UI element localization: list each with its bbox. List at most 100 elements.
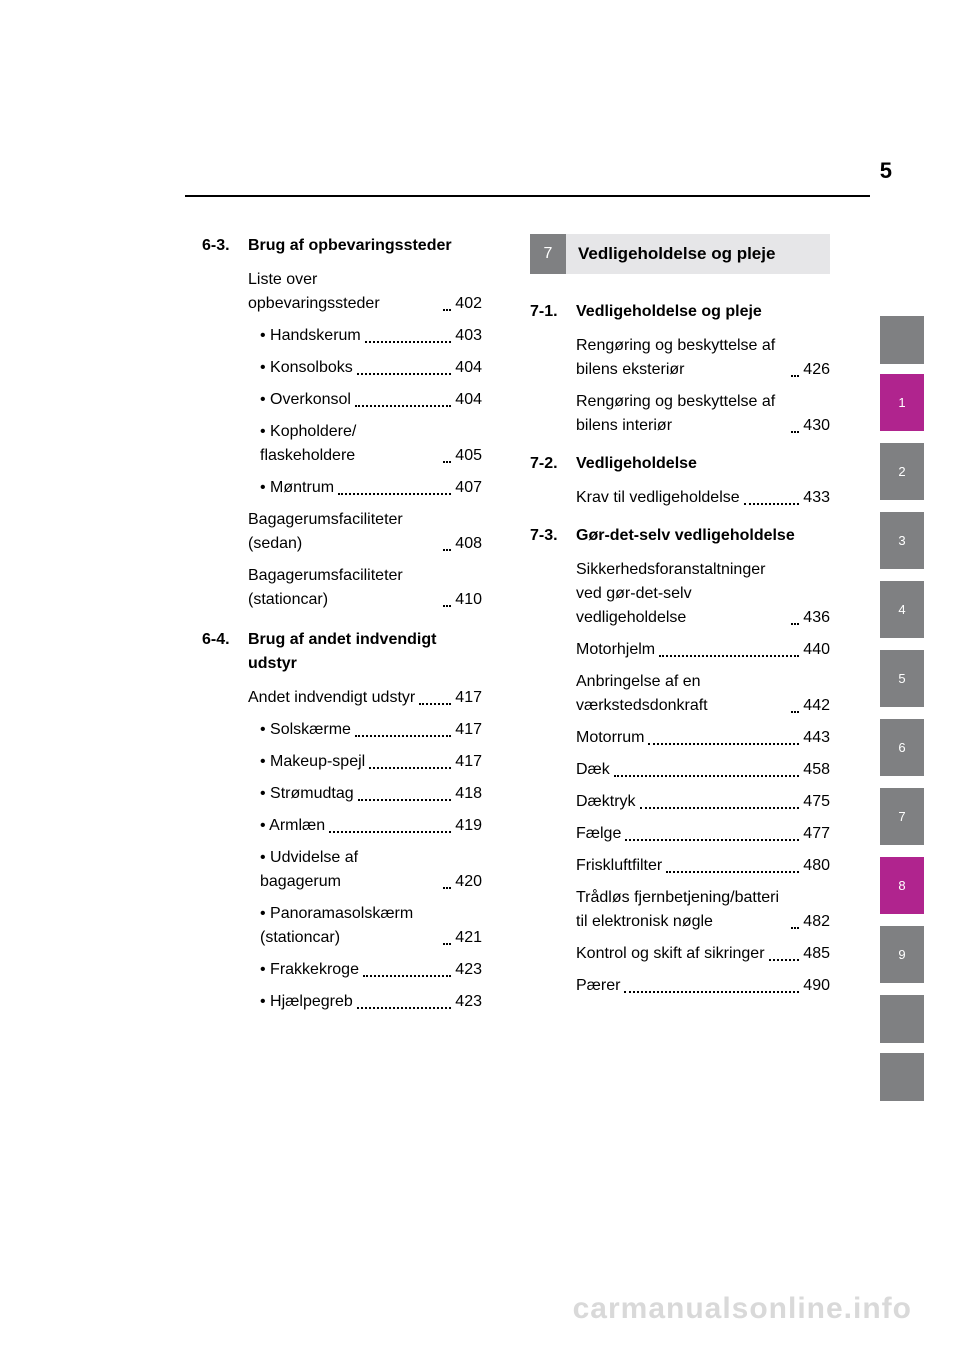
toc-bullet[interactable]: • Overkonsol 404 (260, 388, 482, 412)
page-number: 5 (880, 158, 892, 184)
toc-entry[interactable]: Pærer490 (576, 974, 830, 998)
toc-entry[interactable]: Bagagerumsfaciliteter (stationcar)410 (248, 564, 482, 612)
leader-dots (443, 461, 451, 463)
toc-bullet[interactable]: • Udvidelse af bagagerum420 (260, 846, 482, 894)
toc-bullet[interactable]: • Konsolboks404 (260, 356, 482, 380)
toc-entry[interactable]: Motorrum 443 (576, 726, 830, 750)
toc-bullet[interactable]: • Kopholdere/ flaskeholdere405 (260, 420, 482, 468)
toc-page: 423 (455, 990, 482, 1014)
section-tab-blank[interactable] (880, 1053, 924, 1101)
toc-page: 418 (455, 782, 482, 806)
toc-bullet[interactable]: • Frakkekroge423 (260, 958, 482, 982)
section-number: 7-3. (530, 524, 576, 548)
toc-entry[interactable]: Liste over opbevaringssteder402 (248, 268, 482, 316)
section-tab-6[interactable]: 6 (880, 719, 924, 776)
toc-page: 443 (803, 726, 830, 750)
section-tab-7[interactable]: 7 (880, 788, 924, 845)
section-heading: 6-4.Brug af andet indvendigt udstyr (202, 628, 482, 676)
section-tab-2[interactable]: 2 (880, 443, 924, 500)
section-heading: 7-3.Gør-det-selv vedligeholdelse (530, 524, 830, 548)
leader-dots (338, 493, 451, 495)
toc-bullet[interactable]: • Armlæn419 (260, 814, 482, 838)
toc-page: 408 (455, 532, 482, 556)
leader-dots (355, 405, 451, 407)
right-column: 7Vedligeholdelse og pleje 7-1.Vedligehold… (530, 234, 830, 1012)
toc-label: Motorrum (576, 726, 644, 750)
toc-entry[interactable]: Friskluftfilter 480 (576, 854, 830, 878)
toc-entry[interactable]: Fælge477 (576, 822, 830, 846)
toc-label: Krav til vedligeholdelse (576, 486, 740, 510)
toc-entry[interactable]: Andet indvendigt udstyr417 (248, 686, 482, 710)
toc-label: Fælge (576, 822, 621, 846)
leader-dots (625, 839, 799, 841)
toc-entry[interactable]: Rengøring og beskyttelse af bilens inter… (576, 390, 830, 438)
toc-label: Pærer (576, 974, 620, 998)
toc-entry[interactable]: Trådløs fjernbetjening/batteri til elekt… (576, 886, 830, 934)
toc-bullet[interactable]: • Strømudtag418 (260, 782, 482, 806)
leader-dots (624, 991, 799, 993)
leader-dots (443, 605, 451, 607)
toc-page: 485 (803, 942, 830, 966)
toc-label: • Udvidelse af bagagerum (260, 846, 439, 894)
section-title: Gør-det-selv vedligeholdelse (576, 524, 830, 548)
toc-page: 436 (803, 606, 830, 630)
leader-dots (365, 341, 452, 343)
section-tab-9[interactable]: 9 (880, 926, 924, 983)
section-heading: 7-1.Vedligeholdelse og pleje (530, 300, 830, 324)
toc-entry[interactable]: Kontrol og skift af sikringer 485 (576, 942, 830, 966)
leader-dots (358, 799, 452, 801)
toc-page: 426 (803, 358, 830, 382)
toc-entry[interactable]: Krav til vedligeholdelse433 (576, 486, 830, 510)
toc-page: 404 (455, 388, 482, 412)
toc-bullet[interactable]: • Møntrum407 (260, 476, 482, 500)
toc-page: 410 (455, 588, 482, 612)
toc-label: Kontrol og skift af sikringer (576, 942, 765, 966)
toc-bullet[interactable]: • Makeup-spejl417 (260, 750, 482, 774)
toc-entry[interactable]: Sikkerhedsforanstaltninger ved gør-det-s… (576, 558, 830, 630)
section-tab-blank[interactable] (880, 316, 924, 364)
section-heading: 7-2.Vedligeholdelse (530, 452, 830, 476)
leader-dots (744, 503, 800, 505)
toc-label: Friskluftfilter (576, 854, 662, 878)
toc-page: 430 (803, 414, 830, 438)
section-tab-1[interactable]: 1 (880, 374, 924, 431)
left-column: 6-3.Brug af opbevaringsstederListe over … (202, 234, 482, 1030)
toc-label: Rengøring og beskyttelse af bilens inter… (576, 390, 787, 438)
leader-dots (666, 871, 799, 873)
toc-bullet[interactable]: • Panoramasolskærm (stationcar)421 (260, 902, 482, 950)
toc-entry[interactable]: Dæktryk475 (576, 790, 830, 814)
toc-page: 482 (803, 910, 830, 934)
toc-bullet[interactable]: • Solskærme417 (260, 718, 482, 742)
toc-page: 403 (455, 324, 482, 348)
toc-bullet[interactable]: • Handskerum403 (260, 324, 482, 348)
toc-page: 405 (455, 444, 482, 468)
toc-label: • Overkonsol (260, 388, 351, 412)
chapter-bar: 7Vedligeholdelse og pleje (530, 234, 830, 274)
toc-entry[interactable]: Dæk458 (576, 758, 830, 782)
toc-entry[interactable]: Rengøring og beskyttelse af bilens ekste… (576, 334, 830, 382)
leader-dots (791, 431, 799, 433)
toc-entry[interactable]: Motorhjelm440 (576, 638, 830, 662)
leader-dots (640, 807, 800, 809)
toc-page: 404 (455, 356, 482, 380)
leader-dots (614, 775, 800, 777)
toc-bullet[interactable]: • Hjælpegreb423 (260, 990, 482, 1014)
toc-entry[interactable]: Anbringelse af en værkstedsdonkraft442 (576, 670, 830, 718)
toc-page: 407 (455, 476, 482, 500)
toc-label: Sikkerhedsforanstaltninger ved gør-det-s… (576, 558, 787, 630)
toc-label: Liste over opbevaringssteder (248, 268, 439, 316)
section-tab-3[interactable]: 3 (880, 512, 924, 569)
leader-dots (648, 743, 799, 745)
toc-label: • Frakkekroge (260, 958, 359, 982)
toc-page: 417 (455, 686, 482, 710)
toc-page: 417 (455, 718, 482, 742)
toc-label: • Panoramasolskærm (stationcar) (260, 902, 439, 950)
section-tab-8[interactable]: 8 (880, 857, 924, 914)
toc-page: 480 (803, 854, 830, 878)
section-tab-blank[interactable] (880, 995, 924, 1043)
leader-dots (443, 887, 451, 889)
toc-entry[interactable]: Bagagerumsfaciliteter (sedan)408 (248, 508, 482, 556)
section-tab-4[interactable]: 4 (880, 581, 924, 638)
section-tab-5[interactable]: 5 (880, 650, 924, 707)
section-title: Vedligeholdelse og pleje (576, 300, 830, 324)
